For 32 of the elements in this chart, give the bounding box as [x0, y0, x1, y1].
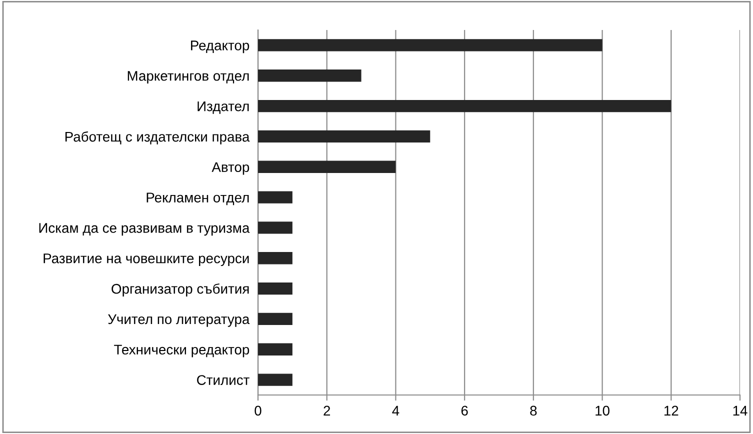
bar	[258, 374, 292, 386]
bar	[258, 191, 292, 204]
bar	[258, 100, 672, 112]
bar	[258, 160, 396, 173]
y-tick-label: Работещ с издателски права	[65, 131, 250, 144]
bar	[258, 70, 362, 82]
bar	[258, 39, 602, 52]
y-tick-label: Учител по литература	[108, 314, 250, 327]
bar	[258, 282, 292, 295]
x-tick-label: 6	[461, 406, 468, 416]
bar	[258, 222, 292, 234]
y-tick-label: Автор	[212, 162, 250, 175]
bar	[258, 312, 292, 326]
x-tick-label: 14	[733, 406, 748, 416]
y-tick-label: Искам да се развивам в туризма	[39, 223, 250, 236]
y-tick-label: Технически редактор	[114, 344, 250, 358]
y-tick-label: Организатор събития	[112, 283, 249, 297]
bar	[258, 343, 292, 356]
y-tick-label: Рекламен отдел	[146, 192, 249, 206]
bar	[258, 130, 430, 143]
bar	[258, 252, 292, 264]
y-tick-label: Стилист	[197, 375, 250, 385]
y-tick-label: Развитие на човешките ресурси	[44, 254, 249, 266]
x-tick-label: 0	[254, 406, 262, 416]
x-tick-label: 12	[664, 406, 678, 416]
y-tick-label: Редактор	[191, 40, 250, 54]
x-tick-label: 4	[392, 406, 400, 416]
x-tick-label: 10	[596, 406, 610, 416]
y-tick-label: Издател	[198, 102, 249, 114]
x-tick-label: 2	[324, 406, 330, 416]
y-tick-label: Маркетингов отдел	[128, 71, 249, 84]
x-tick-label: 8	[530, 406, 537, 416]
